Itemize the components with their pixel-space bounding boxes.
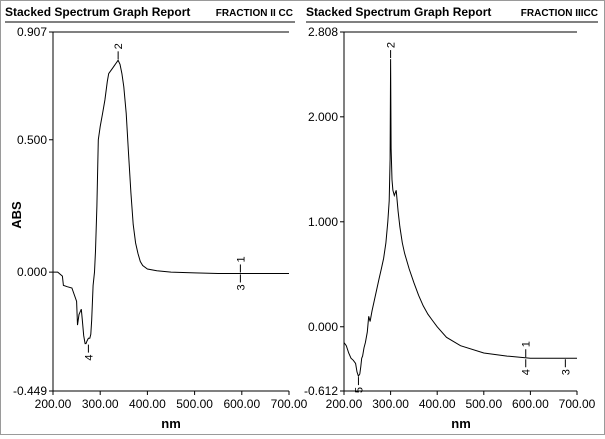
x-tick-label: 200.00 [35, 397, 72, 411]
peak-label: 5 [353, 387, 365, 393]
x-tick-label: 500.00 [176, 397, 213, 411]
peak-label: 1 [235, 256, 247, 262]
peak-marker: 4 [83, 344, 95, 361]
y-axis-label: ABS [9, 201, 24, 229]
y-tick-label: 0.000 [17, 265, 47, 279]
x-tick-label: 200.00 [326, 397, 363, 411]
x-tick-label: 400.00 [419, 397, 456, 411]
plot-area: 1 2 3 4 [52, 31, 289, 392]
y-axis-ticks: 2.808 2.000 1.000 0.000 -0.612 [304, 25, 344, 398]
peak-marker: 3 [235, 274, 247, 291]
x-tick-label: 500.00 [465, 397, 502, 411]
peak-marker: 3 [560, 359, 572, 375]
peak-label: 3 [235, 284, 247, 290]
peak-marker: 1 [235, 256, 247, 273]
y-tick-label: -0.612 [304, 384, 338, 398]
report-title: Stacked Spectrum Graph Report [5, 5, 190, 19]
report-title: Stacked Spectrum Graph Report [306, 5, 491, 19]
x-axis-label: nm [161, 416, 181, 431]
peak-label: 2 [113, 43, 125, 49]
plot-area: 1 2 3 4 5 [343, 31, 577, 393]
x-axis-ticks: 200.00 300.00 400.00 500.00 600.00 700.00 [35, 391, 308, 411]
x-tick-label: 300.00 [82, 397, 119, 411]
x-tick-label: 300.00 [372, 397, 409, 411]
peak-marker: 2 [113, 43, 125, 60]
y-tick-label: 2.000 [308, 110, 338, 124]
peak-label: 3 [560, 369, 572, 375]
y-axis-ticks: 0.907 0.500 0.000 -0.449 [13, 25, 53, 398]
x-tick-label: 700.00 [271, 397, 308, 411]
sample-label: FRACTION IIICC [521, 8, 598, 19]
y-tick-label: -0.449 [13, 384, 47, 398]
y-tick-label: 0.500 [17, 133, 47, 147]
spectrum-series-line [53, 59, 289, 345]
peak-marker: 5 [353, 377, 365, 393]
peak-label: 1 [521, 341, 533, 347]
peak-label: 4 [83, 355, 95, 361]
spectrum-series-line [343, 59, 577, 378]
chart-panel-fraction-iii: Stacked Spectrum Graph Report FRACTION I… [304, 5, 598, 431]
x-axis-ticks: 200.00 300.00 400.00 500.00 600.00 700.00 [326, 391, 596, 411]
x-axis-label: nm [451, 416, 471, 431]
x-tick-label: 400.00 [129, 397, 166, 411]
peak-marker: 2 [386, 42, 398, 59]
y-tick-label: 2.808 [308, 25, 338, 39]
peak-label: 4 [521, 369, 533, 375]
y-tick-label: 0.907 [17, 25, 47, 39]
x-tick-label: 600.00 [512, 397, 549, 411]
y-tick-label: 1.000 [308, 215, 338, 229]
x-tick-label: 600.00 [223, 397, 260, 411]
peak-marker: 4 [521, 359, 533, 375]
peak-marker: 1 [521, 341, 533, 358]
peak-label: 2 [386, 42, 398, 48]
sample-label: FRACTION II CC [216, 8, 293, 19]
y-tick-label: 0.000 [308, 320, 338, 334]
chart-panel-fraction-ii: Stacked Spectrum Graph Report FRACTION I… [5, 5, 308, 431]
x-tick-label: 700.00 [559, 397, 596, 411]
